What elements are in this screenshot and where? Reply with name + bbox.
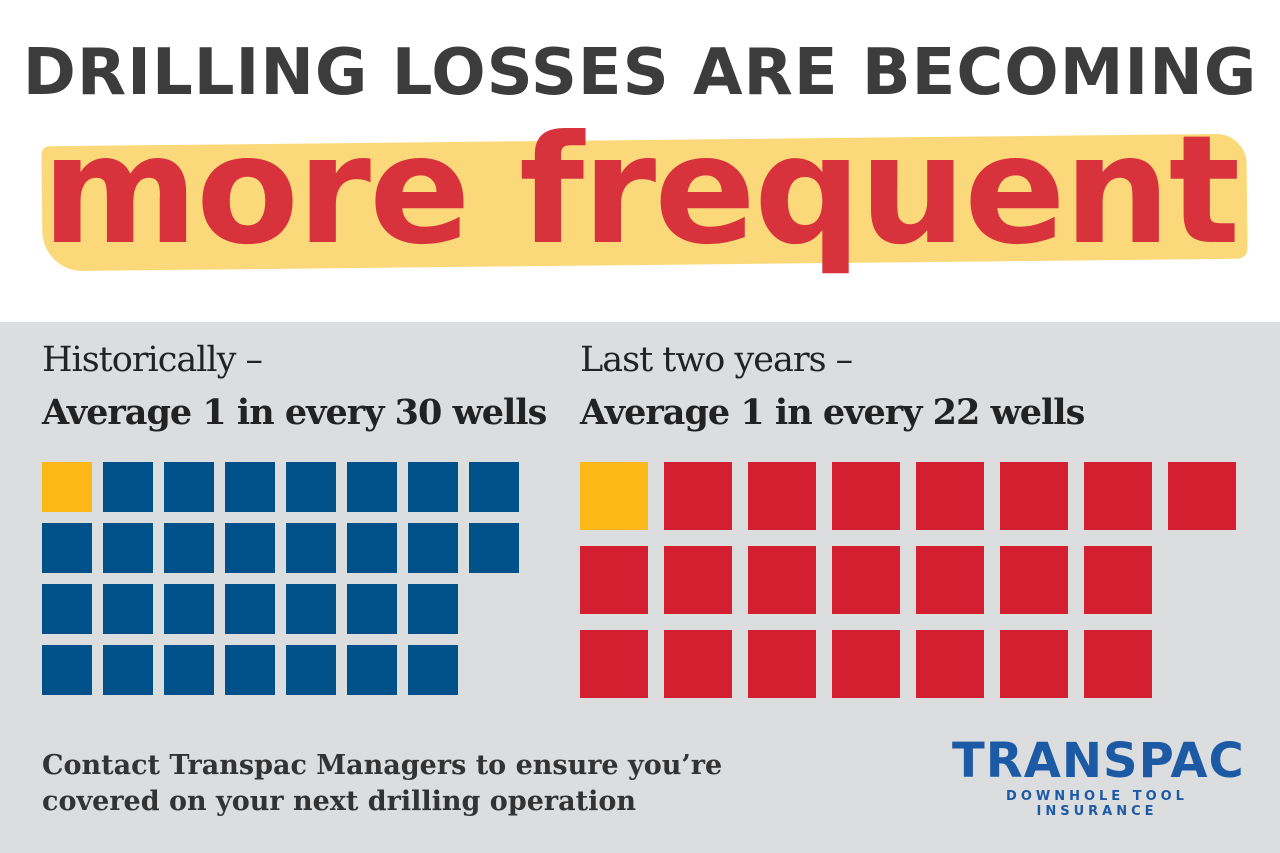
- highlight-text: more frequent: [41, 104, 1241, 278]
- well: [1000, 546, 1068, 614]
- well: [286, 645, 336, 695]
- well: [916, 546, 984, 614]
- well: [664, 546, 732, 614]
- well: [916, 630, 984, 698]
- well: [1084, 630, 1152, 698]
- well: [286, 523, 336, 573]
- footer-text: covered on your next drilling operation: [42, 786, 636, 817]
- panel-stat: Average 1 in every 22 wells: [580, 392, 1085, 433]
- well: [164, 584, 214, 634]
- well: [469, 523, 519, 573]
- title: DRILLING LOSSES ARE BECOMING: [22, 36, 1258, 110]
- well: [225, 645, 275, 695]
- well: [832, 630, 900, 698]
- well: [748, 546, 816, 614]
- well: [103, 584, 153, 634]
- well: [664, 462, 732, 530]
- well: [164, 645, 214, 695]
- well: [347, 462, 397, 512]
- panel-stat: Average 1 in every 30 wells: [42, 392, 547, 433]
- well: [225, 584, 275, 634]
- well: [832, 546, 900, 614]
- panel-label: Last two years –: [580, 340, 853, 380]
- well: [408, 523, 458, 573]
- highlighted-well: [42, 462, 92, 512]
- well: [347, 523, 397, 573]
- well: [225, 462, 275, 512]
- well: [42, 523, 92, 573]
- well: [469, 462, 519, 512]
- well: [1000, 462, 1068, 530]
- logo-tagline: DOWNHOLE TOOL INSURANCE: [1006, 789, 1188, 819]
- well: [748, 462, 816, 530]
- logo-name: TRANSPAC: [952, 733, 1245, 789]
- well: [580, 630, 648, 698]
- well: [103, 523, 153, 573]
- footer-text: Contact Transpac Managers to ensure you’…: [42, 750, 723, 781]
- well: [42, 645, 92, 695]
- well: [347, 645, 397, 695]
- well: [42, 584, 92, 634]
- well: [103, 645, 153, 695]
- well: [748, 630, 816, 698]
- well: [1000, 630, 1068, 698]
- well: [164, 462, 214, 512]
- well: [1168, 462, 1236, 530]
- well: [225, 523, 275, 573]
- well: [286, 462, 336, 512]
- highlighted-well: [580, 462, 648, 530]
- well: [664, 630, 732, 698]
- well: [408, 645, 458, 695]
- well: [103, 462, 153, 512]
- panel-label: Historically –: [42, 340, 263, 380]
- well: [408, 584, 458, 634]
- well: [408, 462, 458, 512]
- well: [1084, 462, 1152, 530]
- well: [832, 462, 900, 530]
- well: [347, 584, 397, 634]
- well: [164, 523, 214, 573]
- well: [1084, 546, 1152, 614]
- well: [286, 584, 336, 634]
- well: [580, 546, 648, 614]
- well: [916, 462, 984, 530]
- logo: TRANSPAC DOWNHOLE TOOL INSURANCE: [952, 733, 1245, 819]
